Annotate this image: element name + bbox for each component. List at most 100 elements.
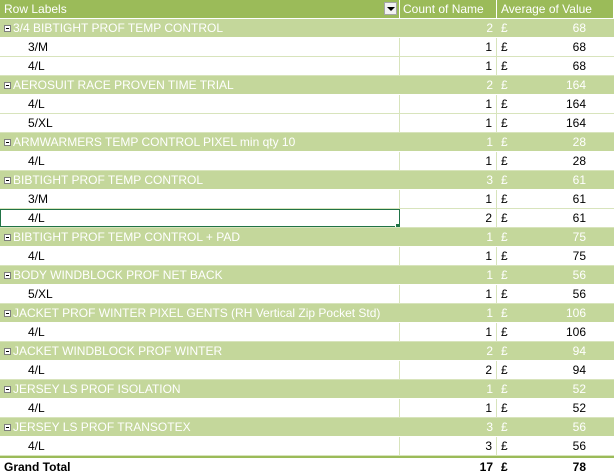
item-row[interactable]: 3/M 1 £68: [0, 38, 614, 57]
collapse-icon[interactable]: [4, 385, 11, 393]
item-count[interactable]: 1: [400, 247, 497, 265]
collapse-icon[interactable]: [4, 271, 11, 279]
group-row[interactable]: BODY WINDBLOCK PROF NET BACK 1 £56: [0, 266, 614, 285]
item-label[interactable]: 3/M: [0, 190, 400, 208]
item-label[interactable]: 4/L: [0, 361, 400, 379]
group-row[interactable]: BIBTIGHT PROF TEMP CONTROL + PAD 1 £75: [0, 228, 614, 247]
item-label[interactable]: 5/XL: [0, 285, 400, 303]
group-label-cell[interactable]: AEROSUIT RACE PROVEN TIME TRIAL: [0, 76, 400, 94]
selection-fill-handle[interactable]: [395, 223, 399, 227]
collapse-icon[interactable]: [4, 176, 11, 184]
item-count[interactable]: 1: [400, 38, 497, 56]
item-average[interactable]: £56: [497, 437, 614, 455]
item-count[interactable]: 1: [400, 323, 497, 341]
item-count[interactable]: 3: [400, 437, 497, 455]
group-label-cell[interactable]: JERSEY LS PROF TRANSOTEX: [0, 418, 400, 436]
item-label[interactable]: 4/L: [0, 57, 400, 75]
item-label[interactable]: 4/L: [0, 152, 400, 170]
item-average[interactable]: £94: [497, 361, 614, 379]
item-count[interactable]: 1: [400, 95, 497, 113]
collapse-icon[interactable]: [4, 24, 11, 32]
group-row[interactable]: JERSEY LS PROF TRANSOTEX 3 £56: [0, 418, 614, 437]
group-label-cell[interactable]: ARMWARMERS TEMP CONTROL PIXEL min qty 10: [0, 133, 400, 151]
group-label-cell[interactable]: JERSEY LS PROF ISOLATION: [0, 380, 400, 398]
item-row[interactable]: 4/L 1 £52: [0, 399, 614, 418]
group-label-cell[interactable]: JACKET WINDBLOCK PROF WINTER: [0, 342, 400, 360]
item-average-value: 52: [572, 401, 586, 415]
group-count: 2: [486, 21, 493, 35]
pivot-body: 3/4 BIBTIGHT PROF TEMP CONTROL 2 £68 3/M 1 £6…: [0, 19, 614, 456]
item-average[interactable]: £52: [497, 399, 614, 417]
item-average[interactable]: £61: [497, 209, 614, 227]
item-label[interactable]: 4/L: [0, 95, 400, 113]
item-average[interactable]: £56: [497, 285, 614, 303]
row-labels-header[interactable]: Row Labels: [0, 0, 400, 18]
group-row[interactable]: AEROSUIT RACE PROVEN TIME TRIAL 2 £164: [0, 76, 614, 95]
group-row[interactable]: JACKET WINDBLOCK PROF WINTER 2 £94: [0, 342, 614, 361]
item-average[interactable]: £68: [497, 57, 614, 75]
average-header[interactable]: Average of Value: [497, 0, 614, 18]
count-header[interactable]: Count of Name: [400, 0, 497, 18]
item-average[interactable]: £75: [497, 247, 614, 265]
item-row[interactable]: 4/L 2 £61: [0, 209, 614, 228]
group-label-cell[interactable]: 3/4 BIBTIGHT PROF TEMP CONTROL: [0, 19, 400, 37]
item-label[interactable]: 3/M: [0, 38, 400, 56]
collapse-icon[interactable]: [4, 233, 11, 241]
group-count: 1: [486, 230, 493, 244]
item-count[interactable]: 2: [400, 361, 497, 379]
item-label[interactable]: 4/L: [0, 209, 400, 227]
item-count[interactable]: 1: [400, 152, 497, 170]
group-label-cell[interactable]: JACKET PROF WINTER PIXEL GENTS (RH Verti…: [0, 304, 400, 322]
group-row[interactable]: JERSEY LS PROF ISOLATION 1 £52: [0, 380, 614, 399]
item-row[interactable]: 4/L 1 £106: [0, 323, 614, 342]
currency-symbol: £: [501, 363, 508, 377]
group-row[interactable]: 3/4 BIBTIGHT PROF TEMP CONTROL 2 £68: [0, 19, 614, 38]
collapse-icon[interactable]: [4, 423, 11, 431]
collapse-icon[interactable]: [4, 309, 11, 317]
item-average[interactable]: £68: [497, 38, 614, 56]
collapse-icon[interactable]: [4, 138, 11, 146]
group-label-cell[interactable]: BIBTIGHT PROF TEMP CONTROL + PAD: [0, 228, 400, 246]
group-label-cell[interactable]: BIBTIGHT PROF TEMP CONTROL: [0, 171, 400, 189]
item-average[interactable]: £28: [497, 152, 614, 170]
collapse-icon[interactable]: [4, 81, 11, 89]
group-row[interactable]: JACKET PROF WINTER PIXEL GENTS (RH Verti…: [0, 304, 614, 323]
group-row[interactable]: BIBTIGHT PROF TEMP CONTROL 3 £61: [0, 171, 614, 190]
item-average[interactable]: £164: [497, 95, 614, 113]
group-label: JACKET PROF WINTER PIXEL GENTS (RH Verti…: [13, 306, 381, 320]
item-average[interactable]: £61: [497, 190, 614, 208]
group-label-cell[interactable]: BODY WINDBLOCK PROF NET BACK: [0, 266, 400, 284]
group-row[interactable]: ARMWARMERS TEMP CONTROL PIXEL min qty 10…: [0, 133, 614, 152]
item-label[interactable]: 5/XL: [0, 114, 400, 132]
item-label[interactable]: 4/L: [0, 247, 400, 265]
item-count[interactable]: 1: [400, 190, 497, 208]
item-row[interactable]: 5/XL 1 £164: [0, 114, 614, 133]
filter-dropdown-icon[interactable]: [384, 2, 397, 15]
item-row[interactable]: 4/L 1 £68: [0, 57, 614, 76]
item-label[interactable]: 4/L: [0, 399, 400, 417]
item-row[interactable]: 4/L 2 £94: [0, 361, 614, 380]
item-count[interactable]: 1: [400, 57, 497, 75]
group-average: £68: [497, 19, 614, 37]
item-average[interactable]: £164: [497, 114, 614, 132]
item-count[interactable]: 1: [400, 399, 497, 417]
item-average-value: 28: [572, 154, 586, 168]
item-row[interactable]: 4/L 1 £75: [0, 247, 614, 266]
item-average[interactable]: £106: [497, 323, 614, 341]
item-row[interactable]: 4/L 1 £28: [0, 152, 614, 171]
collapse-icon[interactable]: [4, 347, 11, 355]
currency-symbol: £: [501, 21, 508, 35]
item-row[interactable]: 4/L 1 £164: [0, 95, 614, 114]
item-row[interactable]: 4/L 3 £56: [0, 437, 614, 456]
item-count[interactable]: 2: [400, 209, 497, 227]
item-label[interactable]: 4/L: [0, 323, 400, 341]
group-average-value: 56: [572, 420, 586, 434]
item-count[interactable]: 1: [400, 285, 497, 303]
item-row[interactable]: 3/M 1 £61: [0, 190, 614, 209]
grand-total-row[interactable]: Grand Total 17 £ 78: [0, 456, 614, 475]
currency-symbol: £: [501, 154, 508, 168]
item-row[interactable]: 5/XL 1 £56: [0, 285, 614, 304]
item-count[interactable]: 1: [400, 114, 497, 132]
group-average: £56: [497, 266, 614, 284]
item-label[interactable]: 4/L: [0, 437, 400, 455]
